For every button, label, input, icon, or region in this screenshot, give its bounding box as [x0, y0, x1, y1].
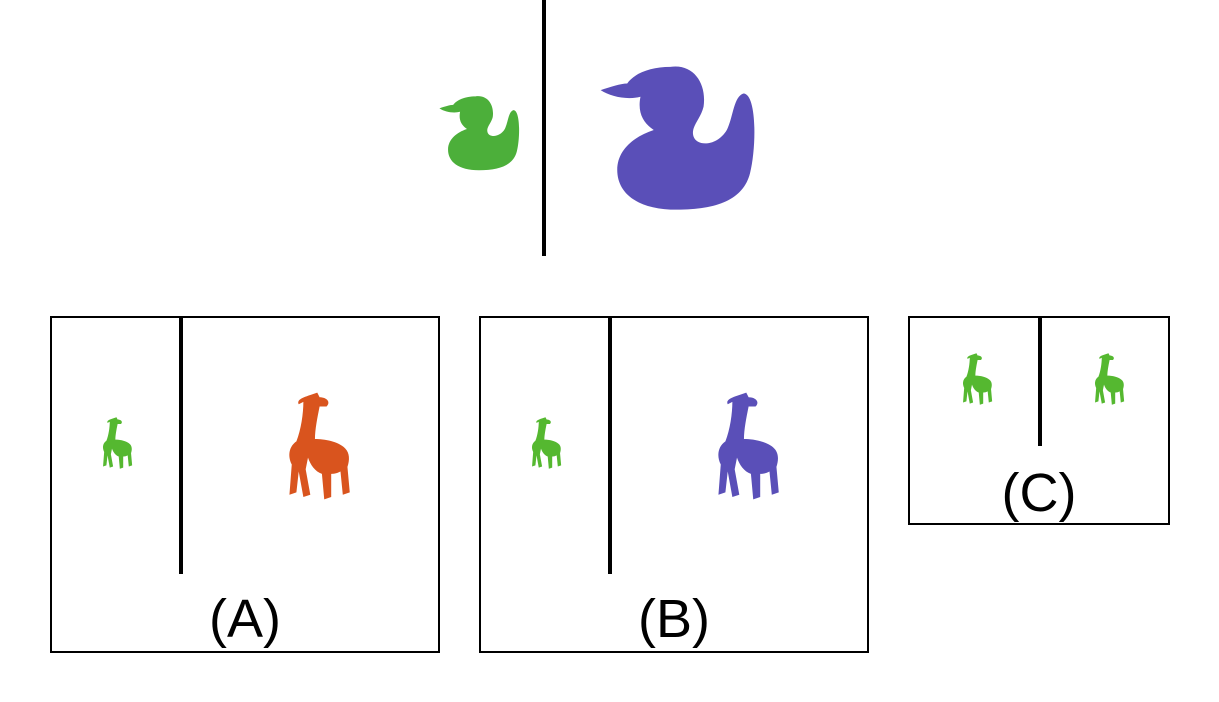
option-b-divider — [608, 318, 612, 574]
giraffe-icon — [250, 388, 366, 504]
prompt-divider — [542, 0, 546, 256]
option-a-divider — [179, 318, 183, 574]
option-c-divider — [1038, 318, 1042, 446]
giraffe-icon — [513, 414, 569, 472]
duck-icon — [594, 44, 760, 216]
option-b-label: (B) — [638, 589, 710, 649]
giraffe-icon — [679, 388, 795, 504]
giraffe-icon — [944, 350, 1000, 408]
option-c-label: (C) — [1001, 463, 1077, 523]
option-a-label: (A) — [209, 589, 281, 649]
option-a[interactable]: (A) — [50, 316, 440, 653]
duck-icon — [436, 86, 522, 172]
giraffe-icon — [84, 414, 140, 472]
giraffe-icon — [1076, 350, 1132, 408]
option-c[interactable]: (C) — [908, 316, 1170, 525]
option-b[interactable]: (B) — [479, 316, 869, 653]
